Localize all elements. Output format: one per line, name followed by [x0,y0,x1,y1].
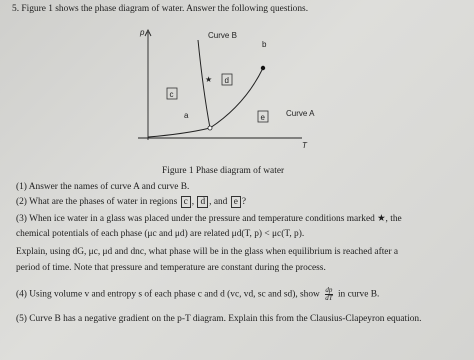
phase-diagram: p T Curve B Curve A b a ★ c d e [138,28,315,150]
curve-a [209,67,264,129]
point-label: a [184,111,189,120]
numerator: dp [325,286,333,295]
fraction: dp dT [325,286,333,302]
point-label: b [262,40,267,49]
arrow [144,28,152,37]
text: , [191,197,195,207]
critical-point [260,65,266,71]
region-box: e [230,196,241,208]
region-label: c [170,90,174,99]
question: (1) Answer the names of curve A and curv… [16,182,190,192]
region-box [221,73,233,86]
denominator: dT [325,294,333,302]
star: ★ [205,75,212,84]
heading: 5. Figure 1 shows the phase diagram of w… [12,4,309,14]
triple-point [207,125,213,131]
region-label: e [261,113,266,122]
question-line: period of time. Note that pressure and t… [16,263,326,273]
curve-label: Curve A [286,109,315,118]
text: ? [241,197,247,207]
sublimation-curve [147,127,211,138]
question-line: (3) When ice water in a glass was placed… [16,214,402,224]
question-line: chemical potentials of each phase (μc an… [16,229,305,239]
text: (4) Using volume v and entropy s of each… [16,289,320,300]
question: (5) Curve B has a negative gradient on t… [16,314,422,324]
question-line: Explain, using dG, μc, μd and dnc, what … [16,247,399,257]
region-label: d [225,76,229,85]
text: in curve B. [337,289,380,300]
caption: Figure 1 Phase diagram of water [162,166,285,176]
curve-label: Curve B [208,31,237,40]
question: (4) Using volume v and entropy s of each… [16,287,379,302]
region-box: d [197,196,209,208]
question: (2) What are the phases of water in regi… [16,196,246,208]
region-box: c [180,196,191,208]
region-box [257,110,269,123]
axis-label: T [302,141,308,150]
axis-label: p [139,28,145,37]
curve-b [197,39,211,129]
region-box [166,87,178,100]
text: (2) What are the phases of water in regi… [16,197,178,207]
text: , and [209,197,228,207]
